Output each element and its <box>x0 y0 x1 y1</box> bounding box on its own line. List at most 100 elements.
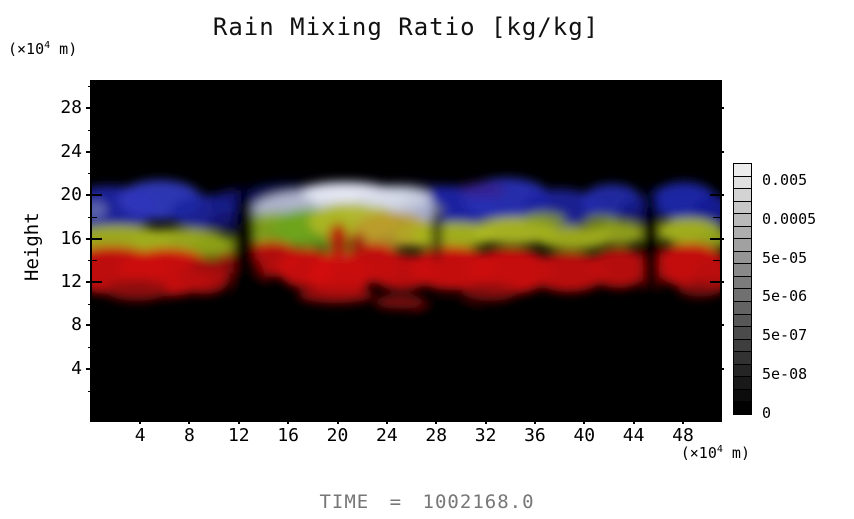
x-major-tick-top <box>385 82 388 90</box>
colorbar-cell <box>734 313 751 327</box>
y-minor-tick <box>88 216 97 218</box>
field-blob <box>105 279 169 301</box>
colorbar-tick-label: 5e-05 <box>762 248 808 267</box>
x-minor-tick-top <box>473 82 475 86</box>
x-minor-tick-top <box>720 82 721 86</box>
x-major-tick-top <box>583 82 586 90</box>
colorbar-tick-label: 5e-06 <box>762 287 808 306</box>
y-major-tick-right <box>710 107 724 110</box>
y-minor-tick <box>88 86 97 88</box>
y-minor-tick <box>88 260 97 262</box>
x-major-tick <box>385 412 388 424</box>
x-minor-tick-top <box>201 82 203 86</box>
x-minor-tick <box>448 416 450 422</box>
x-tick-label: 40 <box>573 425 596 446</box>
y-major-tick <box>86 150 102 153</box>
rain-field-rendering <box>92 82 720 420</box>
field-blob <box>462 283 518 301</box>
x-minor-tick <box>608 416 610 422</box>
x-minor-tick <box>251 416 253 422</box>
x-minor-tick <box>127 416 129 422</box>
y-major-tick <box>86 324 102 327</box>
y-major-tick <box>86 237 102 240</box>
field-blob <box>522 212 566 228</box>
colorbar-cell <box>734 188 751 201</box>
x-minor-tick <box>177 416 179 422</box>
x-minor-tick-top <box>658 82 660 86</box>
x-tick-label: 12 <box>227 425 250 446</box>
field-blob <box>238 257 266 317</box>
x-tick-label: 32 <box>474 425 497 446</box>
x-minor-tick-top <box>362 82 364 86</box>
y-major-tick-right <box>710 150 724 153</box>
x-minor-tick-top <box>275 82 277 86</box>
x-minor-tick-top <box>300 82 302 86</box>
colorbar-cell <box>734 301 751 314</box>
y-minor-tick <box>88 303 97 305</box>
x-major-tick <box>188 412 191 424</box>
x-minor-tick <box>510 416 512 422</box>
x-major-tick-top <box>139 82 142 90</box>
y-tick-label: 28 <box>60 97 82 119</box>
x-minor-tick-top <box>707 82 709 86</box>
x-minor-tick <box>115 416 117 422</box>
colorbar-cell <box>734 401 751 414</box>
x-minor-tick-top <box>596 82 598 86</box>
x-minor-tick <box>559 416 561 422</box>
x-minor-tick-top <box>349 82 351 86</box>
y-major-tick-right <box>710 237 724 240</box>
x-tick-label: 44 <box>622 425 645 446</box>
x-major-tick-top <box>188 82 191 90</box>
x-minor-tick-top <box>312 82 314 86</box>
field-blob <box>678 281 720 297</box>
y-minor-tick-right <box>713 173 720 175</box>
x-major-tick <box>287 412 290 424</box>
x-major-tick <box>632 412 635 424</box>
x-minor-tick-top <box>695 82 697 86</box>
plot-area <box>90 80 722 422</box>
y-minor-tick-right <box>713 390 720 392</box>
y-minor-tick <box>88 173 97 175</box>
y-axis-unit-label: (×104 m) <box>8 40 77 58</box>
x-minor-tick <box>547 416 549 422</box>
field-blob <box>468 248 552 294</box>
x-minor-tick <box>522 416 524 422</box>
colorbar-cell <box>734 238 751 251</box>
x-tick-label: 4 <box>134 425 146 446</box>
field-blobs <box>92 178 720 322</box>
x-minor-tick-top <box>670 82 672 86</box>
y-minor-tick-right <box>713 86 720 88</box>
y-major-tick <box>86 367 102 370</box>
y-major-tick <box>86 280 102 283</box>
x-major-tick-top <box>533 82 536 90</box>
x-minor-tick-top <box>325 82 327 86</box>
colorbar-cell <box>734 388 751 402</box>
x-major-tick-top <box>237 82 240 90</box>
x-minor-tick-top <box>374 82 376 86</box>
colorbar-cell <box>734 200 751 214</box>
field-blob <box>92 201 107 219</box>
x-major-tick <box>435 412 438 424</box>
x-minor-tick-top <box>423 82 425 86</box>
x-minor-tick-top <box>645 82 647 86</box>
colorbar-cell <box>734 263 751 276</box>
field-blob <box>328 223 348 255</box>
x-minor-tick-top <box>559 82 561 86</box>
x-minor-tick <box>300 416 302 422</box>
x-minor-tick <box>670 416 672 422</box>
x-minor-tick <box>707 416 709 422</box>
x-tick-label: 16 <box>277 425 300 446</box>
field-blob <box>458 182 506 198</box>
field-blob <box>374 295 426 309</box>
x-minor-tick <box>423 416 425 422</box>
x-minor-tick <box>226 416 228 422</box>
y-tick-label: 4 <box>71 357 82 379</box>
x-minor-tick <box>103 416 105 422</box>
x-minor-tick <box>275 416 277 422</box>
y-major-tick-right <box>710 367 724 370</box>
x-minor-tick-top <box>547 82 549 86</box>
x-major-tick-top <box>435 82 438 90</box>
x-minor-tick <box>460 416 462 422</box>
x-axis-unit-suffix: m) <box>722 444 750 462</box>
x-minor-tick <box>325 416 327 422</box>
